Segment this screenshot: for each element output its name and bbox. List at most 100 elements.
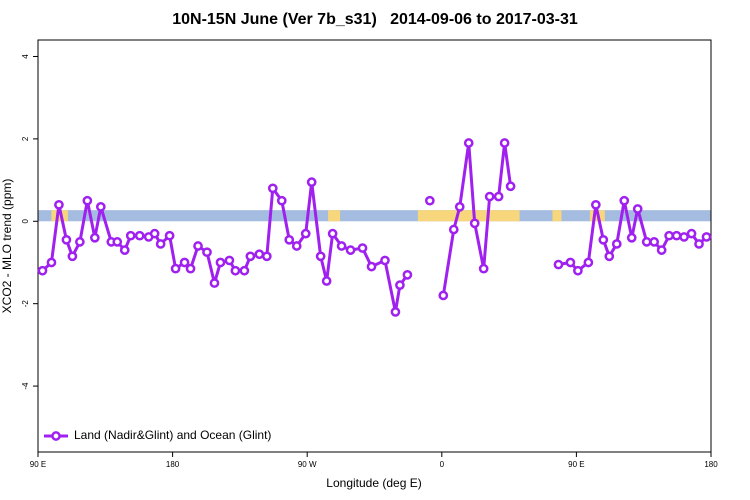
data-point (300, 228, 311, 239)
data-point (239, 265, 250, 276)
data-point (598, 234, 609, 245)
data-point (590, 199, 601, 210)
y-tick-label: 2 (21, 136, 30, 141)
data-point (686, 228, 697, 239)
data-point (67, 251, 78, 262)
data-point (125, 230, 136, 241)
y-tick-label: -2 (21, 300, 30, 308)
data-point (193, 241, 203, 251)
data-point (402, 269, 413, 280)
data-point (694, 239, 704, 249)
data-point (327, 228, 338, 239)
data-point (604, 251, 615, 262)
data-point (395, 280, 405, 290)
data-point (454, 202, 465, 212)
data-point (276, 195, 287, 206)
data-point (321, 276, 332, 286)
data-point (155, 239, 166, 249)
y-tick-label: -4 (21, 382, 30, 390)
data-point (493, 191, 504, 202)
data-point (565, 257, 576, 268)
data-point (82, 195, 93, 206)
data-point (656, 245, 667, 255)
series-line (41, 141, 708, 314)
x-tick-label: 90 E (568, 460, 584, 469)
data-point (245, 251, 256, 262)
data-point (366, 261, 377, 272)
data-point (641, 237, 652, 247)
x-tick-label: 0 (440, 460, 445, 469)
data-point (380, 255, 390, 266)
data-point (209, 278, 220, 288)
y-tick-label: 4 (21, 54, 30, 59)
data-point (46, 257, 57, 268)
y-tick-label: 0 (21, 219, 30, 224)
land-segment (328, 210, 341, 222)
data-point (185, 263, 196, 274)
data-point (626, 232, 637, 243)
data-point (89, 232, 100, 243)
data-point (254, 249, 265, 260)
y-axis-label: XCO2 - MLO trend (ppm) (0, 179, 14, 314)
data-point (583, 257, 594, 268)
data-point (463, 138, 474, 148)
x-tick-label: 90 E (30, 460, 46, 469)
data-point (170, 263, 181, 274)
data-point (284, 234, 295, 245)
data-point (149, 228, 160, 239)
data-point (54, 199, 64, 210)
data-point (611, 239, 622, 249)
data-point (291, 241, 302, 251)
data-point (112, 237, 123, 247)
data-point (478, 263, 489, 274)
data-point (632, 204, 643, 214)
land-segment (51, 210, 68, 222)
x-axis-label: Longitude (deg E) (326, 476, 421, 490)
data-point (573, 265, 583, 276)
data-point (390, 307, 401, 317)
chart-title: 10N-15N June (Ver 7b_s31) 2014-09-06 to … (172, 11, 578, 28)
data-point (261, 251, 272, 262)
data-point (134, 230, 145, 241)
x-tick-label: 180 (704, 460, 718, 469)
data-point (306, 177, 317, 187)
plot-frame (37, 39, 712, 453)
data-point (336, 241, 347, 251)
data-point (438, 290, 449, 301)
data-point (499, 138, 510, 148)
data-point (553, 259, 564, 270)
data-point (164, 230, 175, 241)
data-point (357, 243, 368, 253)
data-point (95, 202, 106, 212)
x-tick-label: 90 W (298, 460, 317, 469)
data-point (448, 224, 459, 235)
data-point (202, 247, 212, 258)
data-point (649, 237, 660, 247)
data-point (61, 234, 72, 245)
data-point (224, 255, 235, 266)
data-point (37, 265, 48, 276)
data-point (345, 245, 356, 255)
data-point (679, 232, 689, 242)
data-point (484, 191, 495, 202)
land-segment (552, 210, 562, 222)
data-point (75, 237, 85, 247)
legend-label: Land (Nadir&Glint) and Ocean (Glint) (74, 428, 271, 442)
x-tick-label: 180 (166, 460, 180, 469)
ocean-band (38, 210, 711, 222)
data-point (179, 257, 190, 268)
data-point (664, 230, 674, 241)
data-point (315, 251, 326, 262)
data-point (215, 257, 226, 268)
data-point (505, 181, 516, 192)
data-point (701, 232, 712, 242)
land-segment (417, 210, 520, 222)
data-point (424, 195, 435, 206)
data-point (230, 265, 241, 276)
legend-marker (51, 431, 61, 441)
data-point (619, 195, 630, 206)
data-point (119, 245, 130, 255)
data-point (267, 183, 278, 194)
data-point (469, 218, 480, 229)
